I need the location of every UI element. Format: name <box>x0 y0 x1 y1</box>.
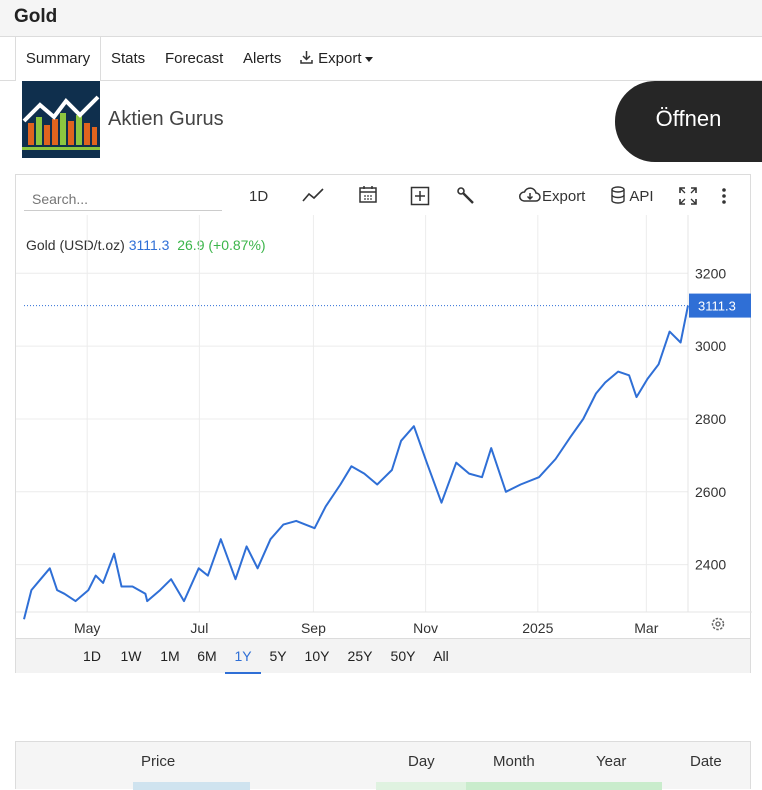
x-tick-label: May <box>74 620 100 636</box>
download-icon <box>300 51 313 64</box>
y-axis-labels: 2400 2600 2800 3000 3200 <box>695 265 726 572</box>
cloud-download-icon <box>519 187 541 202</box>
period-5y[interactable]: 5Y <box>269 648 287 664</box>
api-label: API <box>629 188 654 205</box>
chart-settings-button[interactable] <box>711 617 725 631</box>
chevron-down-icon <box>364 56 373 62</box>
column-price: Price <box>141 753 176 770</box>
y-tick-label: 3000 <box>695 338 726 354</box>
indicators-button[interactable] <box>456 186 476 210</box>
open-button[interactable]: Öffnen <box>615 81 762 162</box>
column-year: Year <box>596 753 627 770</box>
price-cell-highlight <box>133 782 250 790</box>
legend-price: 3111.3 <box>128 237 170 253</box>
chart-panel: 1D Export <box>15 174 752 674</box>
legend-name: Gold (USD/t.oz) <box>26 237 125 253</box>
y-tick-label: 3200 <box>695 265 726 281</box>
database-icon <box>611 186 625 204</box>
wrench-icon <box>457 187 474 204</box>
page-title: Gold <box>14 6 58 27</box>
column-month: Month <box>493 753 535 770</box>
settings-gear-icon <box>711 617 725 631</box>
period-50y[interactable]: 50Y <box>390 648 416 664</box>
tab-summary[interactable]: Summary <box>15 37 101 82</box>
date-range-button[interactable] <box>358 184 378 208</box>
x-tick-label: Nov <box>413 620 438 636</box>
period-1d[interactable]: 1D <box>83 648 101 664</box>
day-cell-highlight <box>376 782 466 790</box>
last-price-tag-label: 3111.3 <box>698 299 736 314</box>
fullscreen-icon <box>679 187 697 205</box>
x-tick-label: Jul <box>190 620 208 636</box>
x-tick-label: 2025 <box>522 620 553 636</box>
period-25y[interactable]: 25Y <box>347 648 373 664</box>
fullscreen-button[interactable] <box>678 186 698 210</box>
y-tick-label: 2800 <box>695 411 726 427</box>
chart-type-button[interactable] <box>302 186 324 210</box>
app-header: Gold <box>0 0 762 37</box>
y-tick-label: 2600 <box>695 484 726 500</box>
gold-price-line <box>23 305 689 620</box>
column-day: Day <box>408 753 435 770</box>
summary-table: Price Day Month Year Date <box>15 741 751 790</box>
period-selector: 1D 1W 1M 6M 1Y 5Y 10Y 25Y 50Y All <box>16 638 750 674</box>
more-options-button[interactable] <box>720 186 728 210</box>
compare-button[interactable] <box>410 186 430 210</box>
calendar-icon <box>359 186 377 203</box>
add-box-icon <box>410 186 430 206</box>
ad-name: Aktien Gurus <box>108 108 224 130</box>
chart-export-label: Export <box>542 188 586 205</box>
x-tick-label: Sep <box>301 620 326 636</box>
tab-stats[interactable]: Stats <box>111 50 146 67</box>
chart-grid <box>16 215 752 613</box>
month-year-cell-highlight <box>466 782 662 790</box>
x-axis-labels: May Jul Sep Nov 2025 Mar <box>74 620 659 636</box>
period-1m[interactable]: 1M <box>160 648 180 664</box>
x-tick-label: Mar <box>634 620 658 636</box>
gold-price-chart[interactable]: 2400 2600 2800 3000 3200 May Jul Sep Nov 2025 Mar… <box>16 175 752 637</box>
line-chart-icon <box>302 188 324 202</box>
api-button[interactable]: API <box>610 185 654 209</box>
search-input[interactable] <box>24 187 222 211</box>
period-6m[interactable]: 6M <box>197 648 217 664</box>
period-all[interactable]: All <box>433 648 449 664</box>
y-tick-label: 2400 <box>695 557 726 573</box>
period-10y[interactable]: 10Y <box>304 648 330 664</box>
tab-alerts[interactable]: Alerts <box>243 50 282 67</box>
period-1w[interactable]: 1W <box>120 648 142 664</box>
more-vertical-icon <box>722 188 726 204</box>
interval-button[interactable]: 1D <box>249 188 269 205</box>
column-date: Date <box>690 753 722 770</box>
tab-forecast[interactable]: Forecast <box>165 50 224 67</box>
period-1y[interactable]: 1Y <box>225 639 261 674</box>
tab-export[interactable]: Export <box>299 37 373 81</box>
tab-export-label: Export <box>318 50 362 67</box>
tab-bar: Summary Stats Forecast Alerts Export <box>0 37 762 82</box>
chart-export-button[interactable]: Export <box>518 185 585 209</box>
bar-chart-logo-icon <box>22 81 100 158</box>
last-price-tag <box>689 293 751 318</box>
